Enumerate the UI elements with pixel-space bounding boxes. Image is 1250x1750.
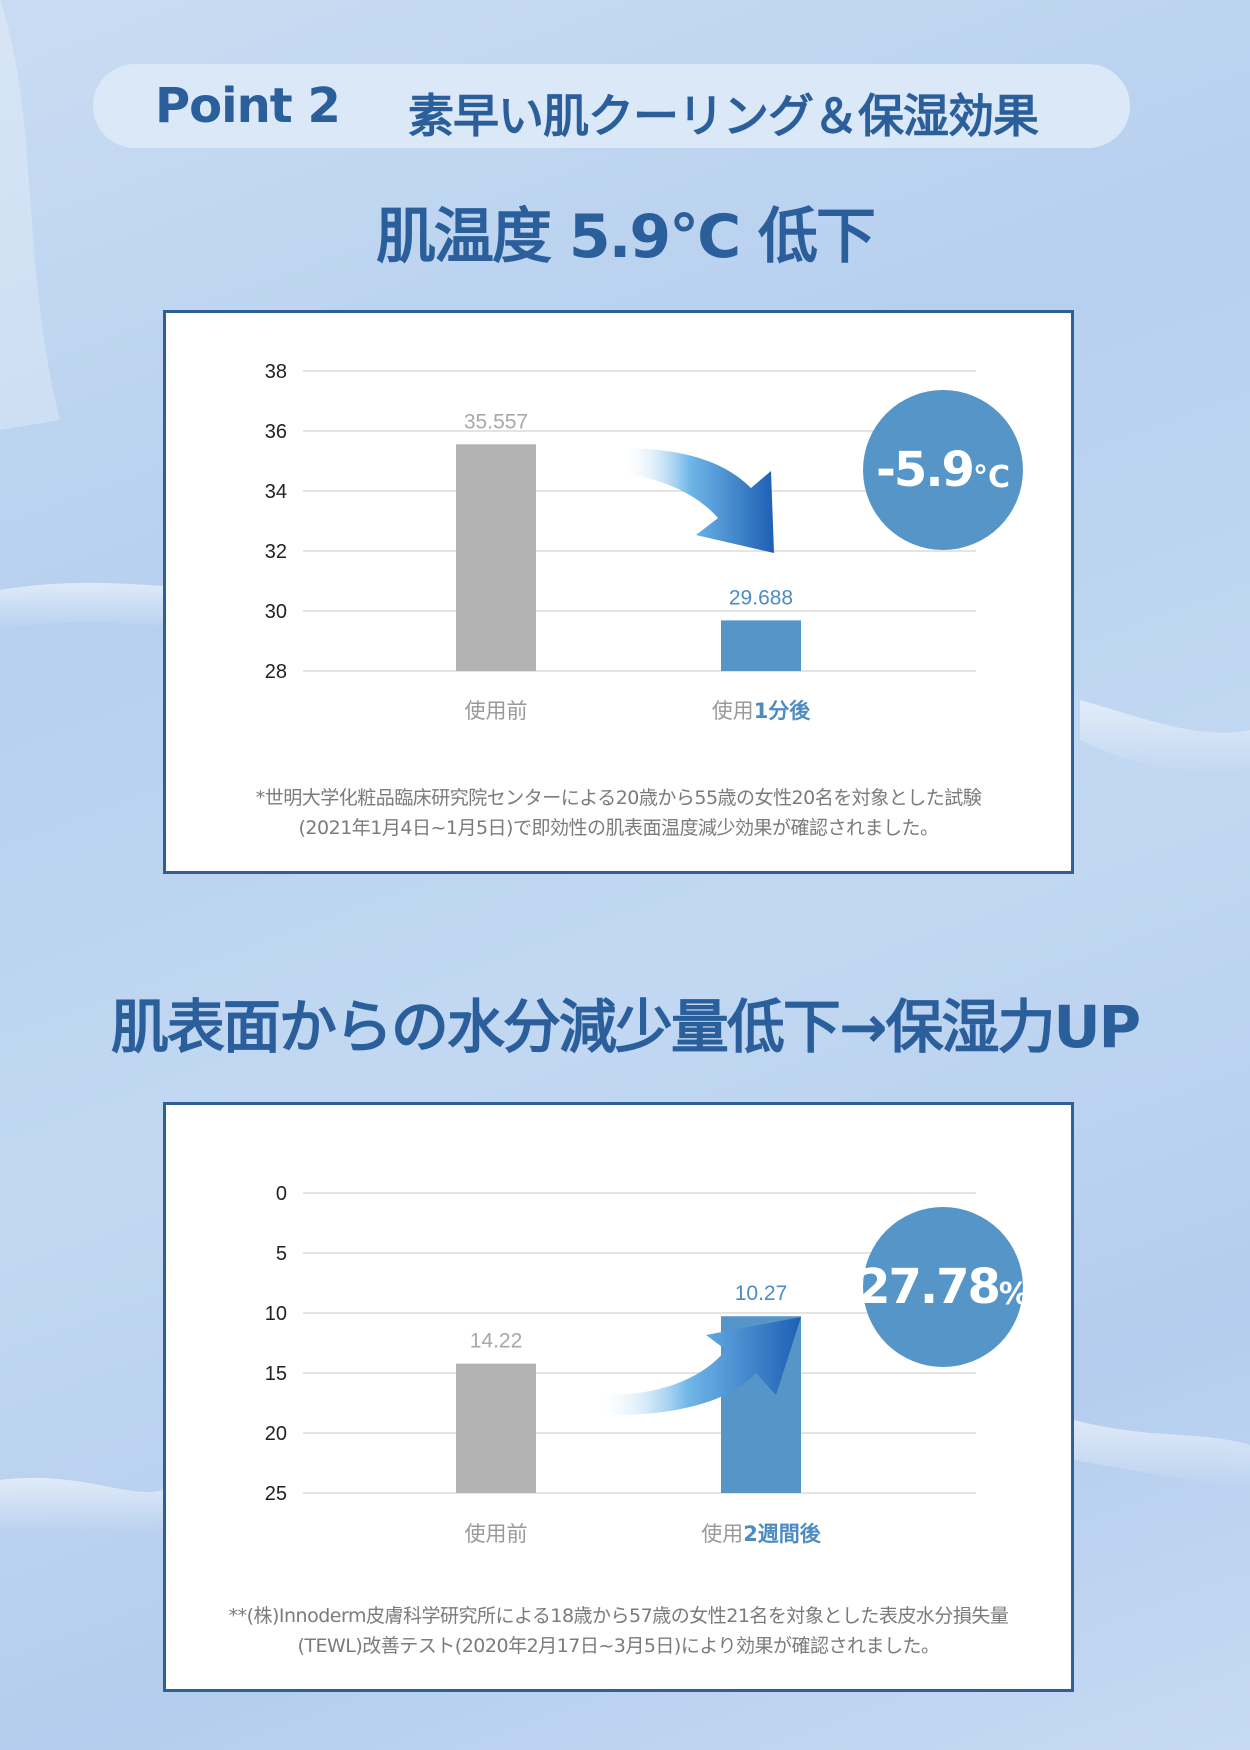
y-tick-label: 30 (265, 601, 287, 623)
badge-value: 27.78 (857, 1259, 1001, 1315)
category-label: 使用2週間後 (701, 1522, 822, 1546)
footnote: *世明大学化粧品臨床研究院センターによる20歳から55歳の女性20名を対象とした… (166, 783, 1071, 843)
y-tick-label: 25 (265, 1483, 287, 1505)
tewl-badge: 27.78 % (857, 1207, 1029, 1367)
header-title: 素早い肌クーリング＆保湿効果 (408, 89, 1039, 143)
tewl-chart: 0 5 10 15 20 25 14.22 使用前 10.27 使用2週間後 (265, 1183, 976, 1546)
footnote-line: (2021年1月4日~1月5日)で即効性の肌表面温度減少効果が確認されました。 (298, 817, 939, 839)
bar-value-label: 29.688 (729, 586, 793, 609)
y-tick-label: 32 (265, 541, 287, 563)
footnote-line: **(株)Innoderm皮膚科学研究所による18歳から57歳の女性21名を対象… (228, 1605, 1009, 1627)
y-tick-label: 38 (265, 361, 287, 383)
badge-unit: % (998, 1276, 1029, 1312)
bar-value-label: 10.27 (735, 1282, 788, 1305)
bar-value-label: 35.557 (464, 410, 528, 433)
y-tick-label: 34 (265, 481, 287, 503)
arrow-icon (621, 448, 774, 553)
section1-heading: 肌温度 5.9°C 低下 (375, 202, 876, 272)
bar (456, 1363, 536, 1493)
y-tick-label: 0 (276, 1183, 287, 1205)
y-tick-label: 28 (265, 661, 287, 683)
footnote-line: *世明大学化粧品臨床研究院センターによる20歳から55歳の女性20名を対象とした… (255, 787, 982, 809)
y-tick-label: 36 (265, 421, 287, 443)
badge-value: -5.9 (876, 442, 975, 498)
category-label: 使用前 (465, 699, 528, 723)
point-label: Point 2 (155, 78, 341, 134)
y-tick-label: 15 (265, 1363, 287, 1385)
category-label: 使用1分後 (712, 699, 812, 723)
y-tick-label: 10 (265, 1303, 287, 1325)
footnote: **(株)Innoderm皮膚科学研究所による18歳から57歳の女性21名を対象… (166, 1601, 1071, 1661)
footnote-line: (TEWL)改善テスト(2020年2月17日~3月5日)により効果が確認されまし… (297, 1635, 940, 1657)
y-tick-label: 20 (265, 1423, 287, 1445)
temperature-badge: -5.9 °C (863, 390, 1023, 550)
section2-heading: 肌表面からの水分減少量低下→保湿力UP (110, 993, 1141, 1061)
category-label: 使用前 (465, 1522, 528, 1546)
chart-panel-temperature: 38 36 34 32 30 28 35.557 使用前 29.688 使用1分後 -5.9 °C… (163, 310, 1074, 874)
header-pill: Point 2 素早い肌クーリング＆保湿効果 (93, 64, 1130, 148)
temperature-chart: 38 36 34 32 30 28 35.557 使用前 29.688 使用1分後 (265, 361, 976, 723)
bar-value-label: 14.22 (470, 1330, 523, 1353)
chart-panel-tewl: 0 5 10 15 20 25 14.22 使用前 10.27 使用2週間後 27.78 % **… (163, 1102, 1074, 1692)
badge-unit: °C (972, 459, 1010, 495)
bar (456, 444, 536, 671)
y-tick-label: 5 (276, 1243, 287, 1265)
arrow-icon (596, 1317, 801, 1416)
bar (721, 620, 801, 671)
